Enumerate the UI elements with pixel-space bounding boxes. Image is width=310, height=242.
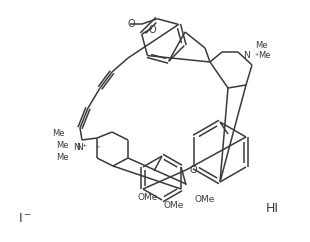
- Text: O: O: [189, 165, 197, 175]
- Text: $^+$: $^+$: [253, 53, 260, 59]
- Text: Me: Me: [56, 141, 68, 150]
- Text: Me: Me: [56, 152, 68, 161]
- Text: I$^-$: I$^-$: [18, 212, 32, 225]
- Text: OMe: OMe: [138, 194, 158, 203]
- Text: Me: Me: [52, 129, 64, 137]
- Text: Me: Me: [255, 40, 268, 50]
- Text: $^+$: $^+$: [96, 145, 102, 151]
- Text: HI: HI: [265, 202, 278, 214]
- Text: O: O: [148, 25, 156, 35]
- Text: N: N: [76, 144, 83, 152]
- Text: OMe: OMe: [164, 201, 184, 210]
- Text: N: N: [243, 52, 249, 60]
- Text: Me: Me: [258, 52, 271, 60]
- Text: N$^+$: N$^+$: [73, 141, 88, 153]
- Text: OMe: OMe: [195, 196, 215, 204]
- Text: O: O: [127, 19, 135, 29]
